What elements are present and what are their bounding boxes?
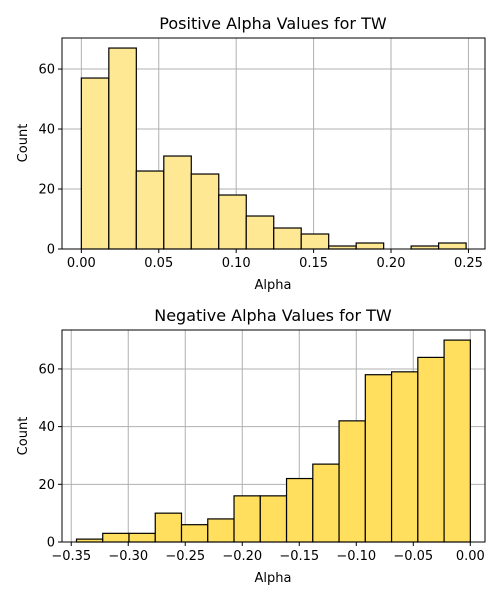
histogram-bar — [80, 77, 110, 250]
histogram-bar — [163, 155, 192, 250]
histogram-bar — [180, 524, 209, 543]
y-axis-ticks: 0 20 40 60 — [38, 362, 62, 551]
x-axis-ticks: 0.00 0.05 0.10 0.15 0.20 0.25 — [67, 249, 483, 271]
x-tick-label: −0.05 — [393, 549, 433, 564]
histogram-bar — [417, 356, 445, 543]
y-axis-label: Count — [16, 417, 31, 456]
x-tick-label: 0.20 — [377, 256, 406, 271]
x-tick-label: −0.30 — [108, 549, 148, 564]
histogram-bar — [207, 518, 235, 543]
x-tick-label: −0.20 — [222, 549, 262, 564]
y-tick-label: 40 — [38, 420, 55, 435]
histogram-bar — [233, 495, 261, 543]
x-tick-label: 0.00 — [456, 549, 485, 564]
histogram-bar — [390, 371, 419, 543]
plot-frame — [61, 329, 486, 543]
y-tick-label: 0 — [47, 536, 55, 551]
x-tick-label: 0.00 — [67, 256, 96, 271]
histogram-bar — [190, 173, 220, 250]
y-tick-label: 20 — [38, 183, 55, 198]
positive-alpha-histogram: Positive Alpha Values for TW 0.00 0.05 0.1… — [16, 14, 486, 293]
histogram-bar — [438, 242, 467, 250]
histogram-bar — [259, 495, 288, 543]
histogram-bar — [355, 242, 385, 250]
histogram-bar — [135, 170, 165, 250]
negative-alpha-histogram: Negative Alpha Values for TW −0.35 −0.30−… — [16, 306, 486, 586]
x-axis-label: Alpha — [255, 571, 292, 586]
chart-title: Negative Alpha Values for TW — [154, 306, 392, 325]
histogram-bar — [218, 194, 247, 250]
histogram-bar — [108, 47, 137, 250]
x-tick-label: 0.25 — [454, 256, 483, 271]
histogram-bar — [154, 512, 183, 543]
x-tick-label: −0.15 — [279, 549, 319, 564]
y-tick-label: 40 — [38, 123, 55, 138]
y-axis-ticks: 0 20 40 60 — [38, 63, 62, 258]
y-tick-label: 0 — [47, 243, 55, 258]
x-axis-ticks: −0.35 −0.30 −0.25 −0.20 −0.15 −0.10 −0.05 0.00 — [51, 542, 485, 564]
histogram-bar — [285, 477, 314, 543]
x-tick-label: −0.35 — [51, 549, 91, 564]
x-tick-label: 0.10 — [222, 256, 251, 271]
histogram-bar — [128, 532, 156, 543]
bars — [80, 47, 467, 250]
y-tick-label: 60 — [38, 362, 55, 377]
chart-title: Positive Alpha Values for TW — [159, 14, 387, 33]
y-tick-label: 60 — [38, 63, 55, 78]
x-axis-label: Alpha — [255, 278, 292, 293]
histogram-bar — [102, 532, 130, 543]
x-tick-label: 0.05 — [144, 256, 173, 271]
bars — [75, 339, 471, 543]
histogram-bar — [245, 215, 275, 250]
histogram-bar — [364, 374, 393, 543]
histogram-bar — [338, 420, 366, 543]
y-tick-label: 20 — [38, 478, 55, 493]
histogram-bar — [273, 227, 302, 250]
x-tick-label: −0.10 — [336, 549, 376, 564]
histogram-bar — [443, 339, 471, 543]
x-tick-label: 0.15 — [299, 256, 328, 271]
x-tick-label: −0.25 — [165, 549, 205, 564]
plot-frame — [61, 37, 486, 250]
y-axis-label: Count — [16, 124, 31, 163]
histogram-bar — [300, 233, 330, 250]
histogram-bar — [312, 463, 340, 543]
